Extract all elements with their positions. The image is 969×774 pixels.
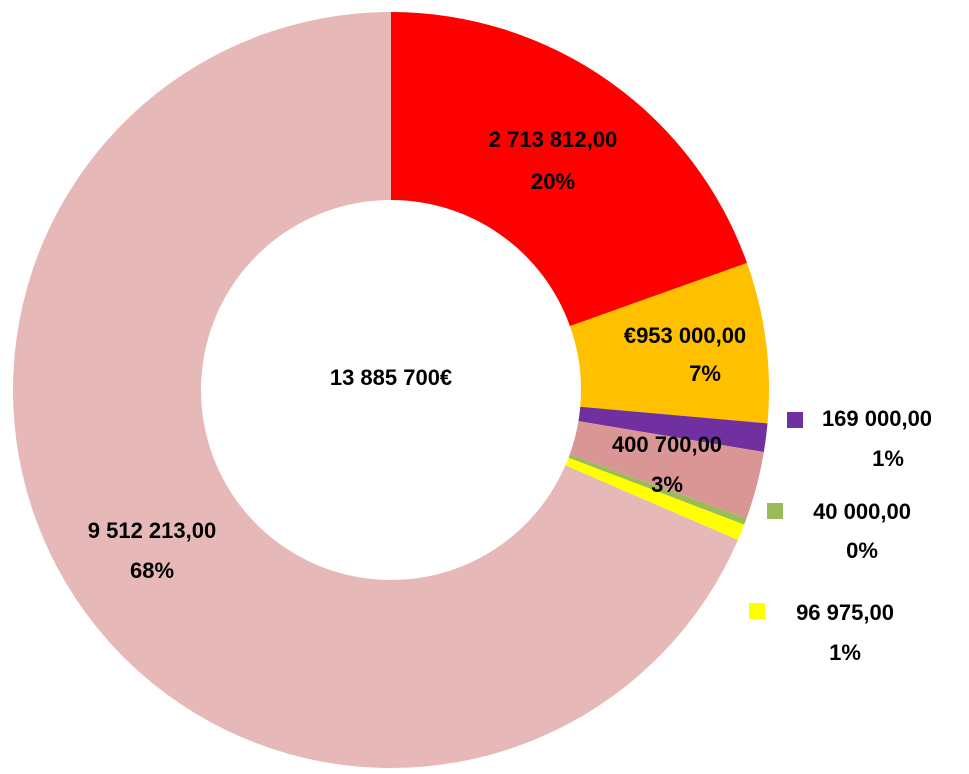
- donut-slice: [569, 262, 769, 424]
- percent-label: 20%: [531, 169, 575, 194]
- value-label: 40 000,00: [813, 499, 911, 524]
- donut-slice: [569, 421, 764, 519]
- percent-label: 1%: [829, 640, 861, 665]
- value-label: 2 713 812,00: [489, 127, 617, 152]
- percent-label: 68%: [130, 558, 174, 583]
- percent-label: 1%: [872, 446, 904, 471]
- percent-label: 3%: [651, 472, 683, 497]
- donut-slice: [565, 457, 745, 541]
- donut-slice: [568, 454, 747, 525]
- legend-key: [787, 412, 803, 428]
- value-label: €953 000,00: [624, 323, 746, 348]
- legend-key: [749, 603, 765, 619]
- percent-label: 0%: [846, 538, 878, 563]
- value-label: 400 700,00: [612, 432, 722, 457]
- value-label: 96 975,00: [796, 600, 894, 625]
- donut-slice: [12, 12, 738, 768]
- percent-label: 7%: [689, 361, 721, 386]
- value-label: 9 512 213,00: [88, 518, 216, 543]
- value-label: 169 000,00: [822, 406, 932, 431]
- center-label: 13 885 700€: [330, 365, 452, 390]
- donut-slice: [578, 406, 768, 453]
- donut-slice: [391, 12, 748, 327]
- legend-key: [767, 503, 783, 519]
